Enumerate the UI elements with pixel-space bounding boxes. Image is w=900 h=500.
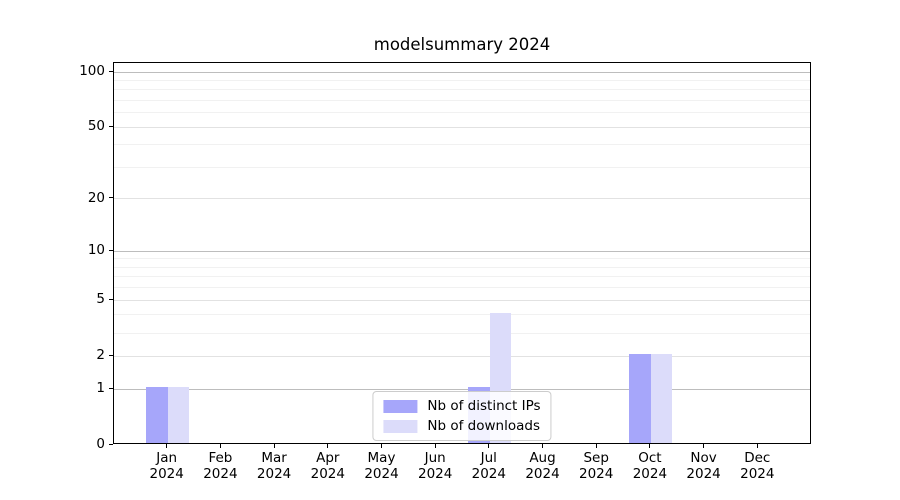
x-tick-label: Apr 2024: [310, 450, 345, 482]
x-axis-tick: [273, 444, 275, 448]
gridline-minor: [114, 287, 810, 289]
x-axis-tick: [166, 444, 168, 448]
gridline-minor: [114, 112, 810, 114]
gridline: [114, 355, 810, 357]
x-axis-tick: [595, 444, 597, 448]
bar-downloads-oct: [650, 354, 673, 443]
x-tick-label: Aug 2024: [525, 450, 560, 482]
gridline-major: [114, 71, 810, 73]
x-axis-tick: [488, 444, 490, 448]
x-axis-tick: [327, 444, 329, 448]
x-axis-tick: [381, 444, 382, 448]
gridline-major: [114, 388, 810, 390]
legend-item: Nb of downloads: [383, 416, 540, 436]
x-axis-tick: [542, 444, 543, 448]
legend-label: Nb of distinct IPs: [427, 398, 541, 414]
gridline-minor: [114, 332, 810, 334]
gridline-minor: [114, 144, 810, 146]
gridline-minor: [114, 89, 810, 91]
x-axis-tick: [703, 444, 705, 448]
y-axis-tick: [109, 125, 113, 127]
legend: Nb of distinct IPs Nb of downloads: [372, 391, 552, 441]
x-tick-label: Sep 2024: [579, 450, 614, 482]
y-axis-tick: [109, 70, 113, 72]
gridline-minor: [114, 314, 810, 316]
legend-label: Nb of downloads: [427, 418, 540, 434]
x-tick-label: Jul 2024: [471, 450, 506, 482]
gridline-minor: [114, 258, 810, 260]
y-axis-tick: [109, 249, 113, 251]
y-tick-label: 50: [87, 118, 105, 135]
x-tick-label: Mar 2024: [256, 450, 292, 482]
x-axis-tick: [756, 444, 758, 448]
legend-item: Nb of distinct IPs: [383, 396, 541, 416]
y-tick-label: 2: [96, 347, 105, 364]
x-tick-label: Jun 2024: [418, 450, 453, 482]
gridline-minor: [114, 266, 810, 268]
x-axis-tick: [219, 444, 221, 448]
x-tick-label: Jan 2024: [149, 450, 184, 482]
legend-swatch: [383, 399, 418, 413]
y-tick-label: 20: [87, 189, 105, 206]
x-tick-label: May 2024: [364, 450, 399, 482]
gridline-major: [114, 250, 810, 252]
gridline: [114, 198, 810, 200]
x-tick-label: Oct 2024: [632, 450, 668, 482]
gridline: [114, 126, 810, 128]
x-tick-label: Dec 2024: [740, 450, 775, 482]
legend-swatch: [383, 419, 418, 433]
gridline: [114, 299, 810, 301]
x-axis-tick: [434, 444, 436, 448]
gridline-minor: [114, 276, 810, 278]
x-axis-tick: [649, 444, 651, 448]
y-axis-tick: [109, 354, 113, 356]
gridline-minor: [114, 100, 810, 101]
plot-area: [113, 62, 811, 444]
y-axis-tick: [109, 298, 113, 300]
x-tick-label: Nov 2024: [686, 450, 721, 482]
x-tick-label: Feb 2024: [203, 450, 238, 482]
y-tick-label: 5: [96, 291, 105, 308]
y-axis-tick: [109, 387, 113, 389]
bar-distinct-ips-oct: [629, 354, 651, 443]
y-tick-label: 1: [96, 380, 105, 396]
y-tick-label: 0: [96, 436, 105, 452]
y-axis-tick: [109, 197, 113, 199]
y-tick-label: 100: [79, 63, 105, 79]
y-axis-tick: [109, 443, 113, 445]
chart-title: modelsummary 2024: [373, 35, 551, 54]
bar-distinct-ips-jan: [146, 387, 168, 443]
gridline-minor: [114, 79, 810, 81]
y-tick-label: 10: [87, 242, 105, 259]
bar-downloads-jan: [167, 387, 190, 443]
gridline-minor: [114, 167, 810, 168]
